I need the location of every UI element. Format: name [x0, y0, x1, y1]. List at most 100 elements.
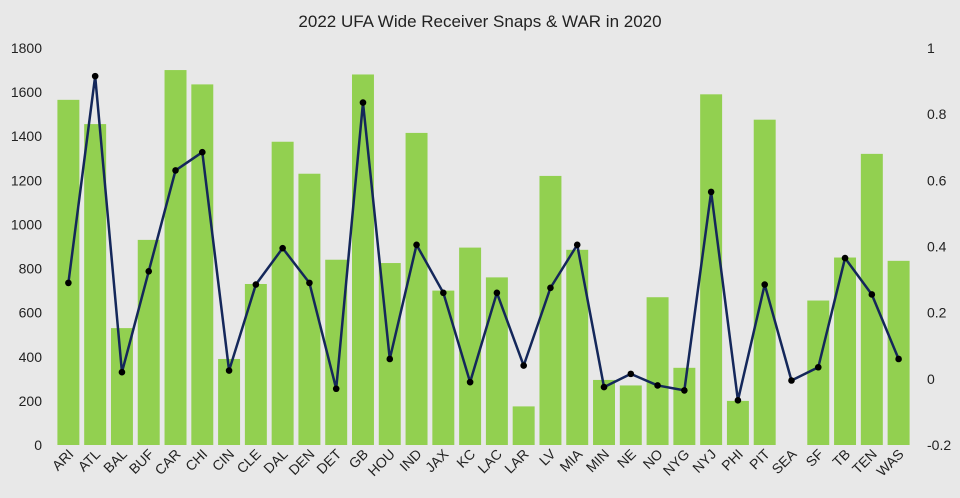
war-point-bal [118, 368, 126, 376]
war-point-lv [547, 284, 554, 292]
left-tick-label: 1800 [11, 40, 42, 56]
x-tick-label: PIT [746, 445, 773, 472]
war-point-was [895, 355, 902, 363]
bar-car [164, 70, 187, 445]
right-tick-label: -0.2 [927, 437, 951, 453]
x-tick-label: SF [802, 446, 826, 470]
bar-min [593, 379, 615, 445]
bar-sf [807, 300, 830, 445]
war-point-nyj [707, 188, 715, 196]
x-tick-label: LAC [474, 446, 505, 477]
bar-ari [57, 99, 80, 445]
x-tick-label: SEA [768, 445, 800, 477]
x-tick-label: KC [453, 446, 478, 471]
bar-bal [110, 328, 133, 445]
bar-mia [566, 249, 589, 445]
bar-det [325, 259, 348, 445]
left-tick-label: 1000 [11, 216, 42, 232]
bar-den [298, 173, 321, 445]
bar-cle [244, 283, 267, 445]
bar-was [887, 260, 910, 445]
war-point-dal [279, 244, 286, 252]
bar-ne [619, 385, 642, 445]
war-point-sf [814, 363, 822, 371]
x-tick-label: CHI [182, 446, 210, 474]
war-point-cle [252, 281, 260, 288]
x-tick-label: CAR [151, 446, 183, 478]
war-point-ind [413, 241, 420, 249]
war-line [67, 74, 900, 402]
left-tick-label: 800 [19, 261, 43, 277]
war-point-jax [440, 289, 447, 297]
x-tick-label: MIN [583, 446, 612, 475]
bar-dal [271, 141, 294, 446]
x-tick-label: ATL [75, 446, 104, 475]
bar-nyj [700, 94, 723, 445]
right-tick-label: 0.4 [927, 239, 947, 255]
left-tick-label: 200 [19, 393, 43, 409]
war-point-cin [225, 367, 233, 374]
war-point-lac [493, 289, 501, 297]
right-tick-label: 0.8 [927, 106, 947, 122]
x-tick-label: DEN [285, 446, 317, 478]
bar-ind [405, 132, 428, 445]
x-tick-label: NYJ [689, 446, 719, 476]
bar-nyg [673, 367, 696, 445]
left-tick-label: 600 [19, 305, 43, 321]
war-point-mia [573, 241, 581, 249]
bar-tb [834, 257, 857, 445]
bar-no [646, 297, 669, 445]
bar-lar [512, 406, 535, 445]
bar-jax [432, 290, 455, 445]
war-point-den [306, 279, 313, 287]
x-tick-label: HOU [365, 446, 398, 479]
bar-kc [459, 247, 482, 445]
x-tick-label: JAX [422, 445, 452, 475]
x-tick-label: BUF [126, 446, 157, 477]
war-point-gb [359, 99, 367, 106]
x-tick-label: NE [614, 446, 639, 471]
war-point-chi [199, 148, 206, 156]
bar-cin [218, 358, 241, 445]
x-tick-label: BAL [100, 446, 130, 476]
x-tick-label: WAS [873, 446, 906, 479]
right-tick-label: 0.2 [927, 305, 947, 321]
war-point-lar [520, 362, 527, 369]
x-tick-label: MIA [556, 445, 585, 474]
right-tick-label: 0.6 [927, 172, 947, 188]
bar-lac [485, 277, 508, 445]
war-point-tb [841, 254, 849, 262]
x-tick-label: CIN [209, 446, 237, 474]
bar-gb [352, 74, 374, 445]
x-tick-label: ARI [49, 446, 77, 474]
war-point-phi [734, 397, 742, 404]
x-tick-label: IND [396, 446, 424, 474]
x-tick-label: NYG [660, 446, 693, 479]
bar-atl [84, 124, 107, 445]
left-tick-label: 0 [34, 437, 42, 453]
war-point-sea [788, 377, 795, 384]
war-point-ne [627, 370, 635, 378]
x-tick-label: LV [536, 445, 559, 468]
left-tick-label: 400 [19, 349, 43, 365]
war-point-ari [65, 279, 72, 287]
x-tick-label: PHI [718, 446, 746, 474]
war-point-min [600, 383, 608, 391]
war-point-nyg [681, 387, 688, 394]
left-tick-label: 1600 [11, 84, 42, 100]
war-point-no [654, 382, 661, 389]
x-tick-label: DET [313, 445, 344, 476]
war-point-atl [91, 72, 99, 80]
war-point-car [172, 167, 179, 174]
right-tick-label: 1 [927, 40, 935, 56]
left-tick-label: 1400 [11, 128, 42, 144]
left-tick-label: 1200 [11, 172, 42, 188]
war-point-pit [761, 281, 768, 288]
war-point-ten [868, 291, 876, 298]
bar-chi [191, 84, 214, 445]
war-point-buf [145, 268, 153, 275]
war-point-hou [386, 355, 394, 363]
x-tick-label: TEN [849, 446, 880, 477]
